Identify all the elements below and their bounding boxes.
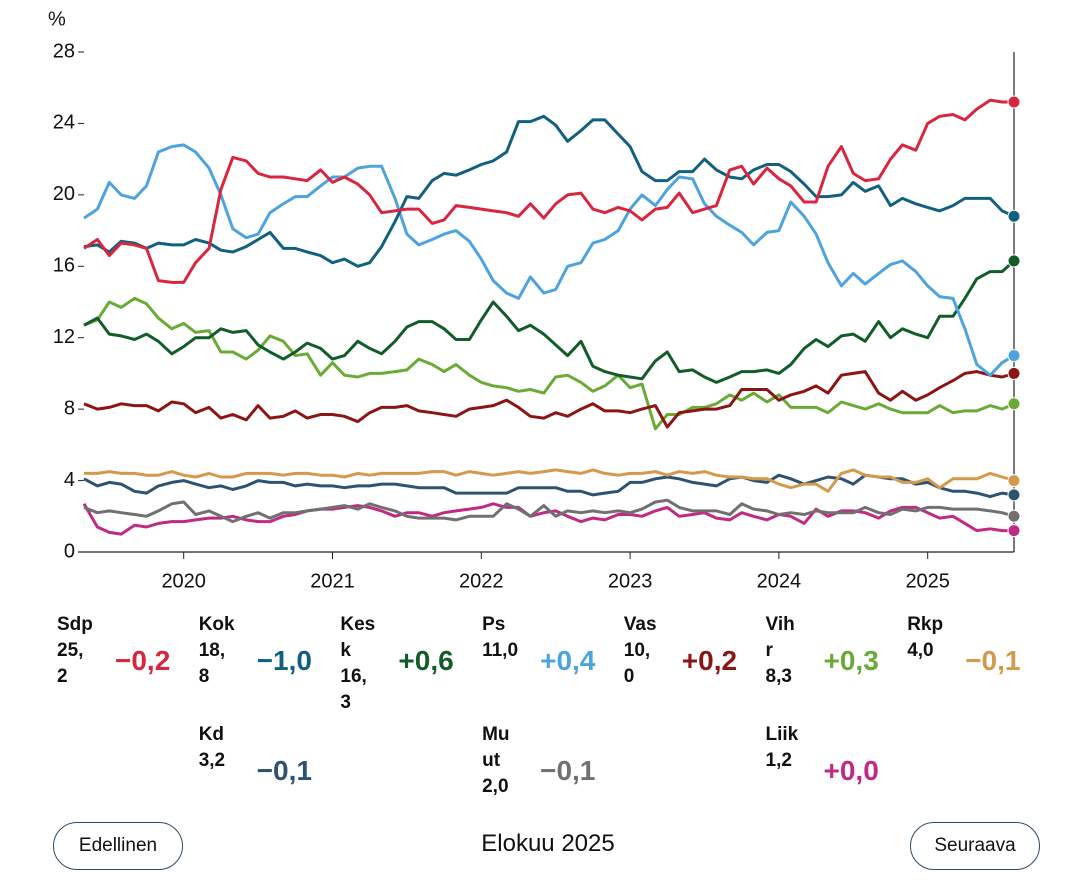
previous-button[interactable]: Edellinen [53,822,183,870]
end-point [1007,254,1021,268]
x-tick-label: 2024 [757,570,802,592]
change-value: +0,3 [823,645,879,676]
end-point [1007,95,1021,109]
latest-value: 8,3 [765,666,792,687]
change-value: +0,0 [823,755,879,786]
party-name: Sdp [57,614,93,635]
party-name: Vihr [765,614,795,661]
legend-text: Sdp 25,2 [57,612,94,690]
x-tick-label: 2020 [161,570,206,592]
x-tick-label: 2021 [310,570,355,592]
series-line [83,498,1015,524]
legend-item: Rkp 4,0 −0,1 [907,612,1047,712]
legend-text: Rkp 4,0 [907,612,944,664]
legend-item: Ps 11,0 +0,4 [482,612,622,712]
legend-text: Muut 2,0 [482,722,519,800]
latest-value: 4,0 [907,640,934,661]
series-line [83,98,1014,284]
change-value: −0,1 [540,755,596,786]
legend-item: Sdp 25,2 −0,2 [57,612,197,712]
legend-item: Kok 18,8 −1,0 [199,612,339,712]
y-tick-label: 0 [64,540,75,562]
legend-item: Liik 1,2 +0,0 [766,722,906,822]
end-point [1007,349,1021,363]
x-tick-label: 2023 [608,570,653,592]
end-point [1007,209,1021,223]
x-tick-label: 2025 [905,570,950,592]
party-name: Kd [198,724,225,745]
legend-item: Kd 3,2 −0,1 [199,722,339,822]
legend-item: Muut 2,0 −0,1 [482,722,622,822]
legend-item: Kesk 16,3 +0,6 [340,612,480,713]
x-tick-label: 2022 [459,570,504,592]
legend-item: Vihr 8,3 +0,3 [766,612,906,712]
series-line [83,259,1016,384]
change-value: −1,0 [256,645,312,676]
end-point [1007,397,1021,411]
legend-text: Ps 11,0 [482,612,519,664]
end-point [1007,509,1021,523]
y-tick-label: 28 [53,40,75,62]
y-tick-label: 16 [53,255,75,277]
y-tick-label: 8 [64,397,75,419]
legend-text: Vas 10,0 [624,612,661,690]
latest-value: 10,0 [623,640,651,687]
party-name: Kok [198,614,235,635]
latest-value: 18,8 [198,640,226,687]
latest-value: 2,0 [482,776,509,797]
period-label: Elokuu 2025 [481,830,615,857]
y-tick-label: 12 [53,326,75,348]
y-axis-unit: % [48,8,66,30]
series-line [83,473,1015,499]
change-value: −0,1 [965,645,1021,676]
change-value: −0,2 [115,645,171,676]
change-value: +0,2 [681,645,738,676]
end-point [1007,488,1021,502]
legend-item: Vas 10,0 +0,2 [624,612,764,712]
legend-text: Kok 18,8 [199,612,236,690]
series-line [83,296,1015,431]
change-value: +0,4 [540,645,596,676]
latest-value: 1,2 [765,750,792,771]
y-tick-label: 24 [53,112,75,134]
party-name: Muut [482,724,510,771]
legend-text: Liik 1,2 [766,722,803,774]
series-line [84,468,1015,493]
next-button[interactable]: Seuraava [910,822,1040,870]
latest-value: 16,3 [340,666,367,713]
series-line [83,114,1015,268]
y-tick-label: 4 [64,469,75,491]
party-name: Rkp [907,614,944,635]
latest-value: 3,2 [198,750,226,771]
end-point [1007,524,1021,538]
latest-value: 25,2 [57,640,84,687]
legend-text: Kd 3,2 [199,722,236,774]
series-line [83,370,1015,429]
party-name: Kesk [340,614,376,661]
change-value: −0,1 [256,755,312,786]
latest-value: 11,0 [482,640,519,661]
party-name: Vas [623,614,657,635]
series-line [83,143,1015,377]
end-point [1007,366,1021,380]
legend-text: Vihr 8,3 [766,612,803,690]
change-value: +0,6 [398,645,454,676]
legend: Sdp 25,2 −0,2 Kok 18,8 −1,0 Kesk 16,3 +0,6 Ps 11,0… [0,612,1080,802]
legend-text: Kesk 16,3 [340,612,377,716]
end-point [1007,474,1021,488]
party-name: Ps [482,614,506,635]
party-name: Liik [765,724,799,745]
y-tick-label: 20 [53,183,75,205]
